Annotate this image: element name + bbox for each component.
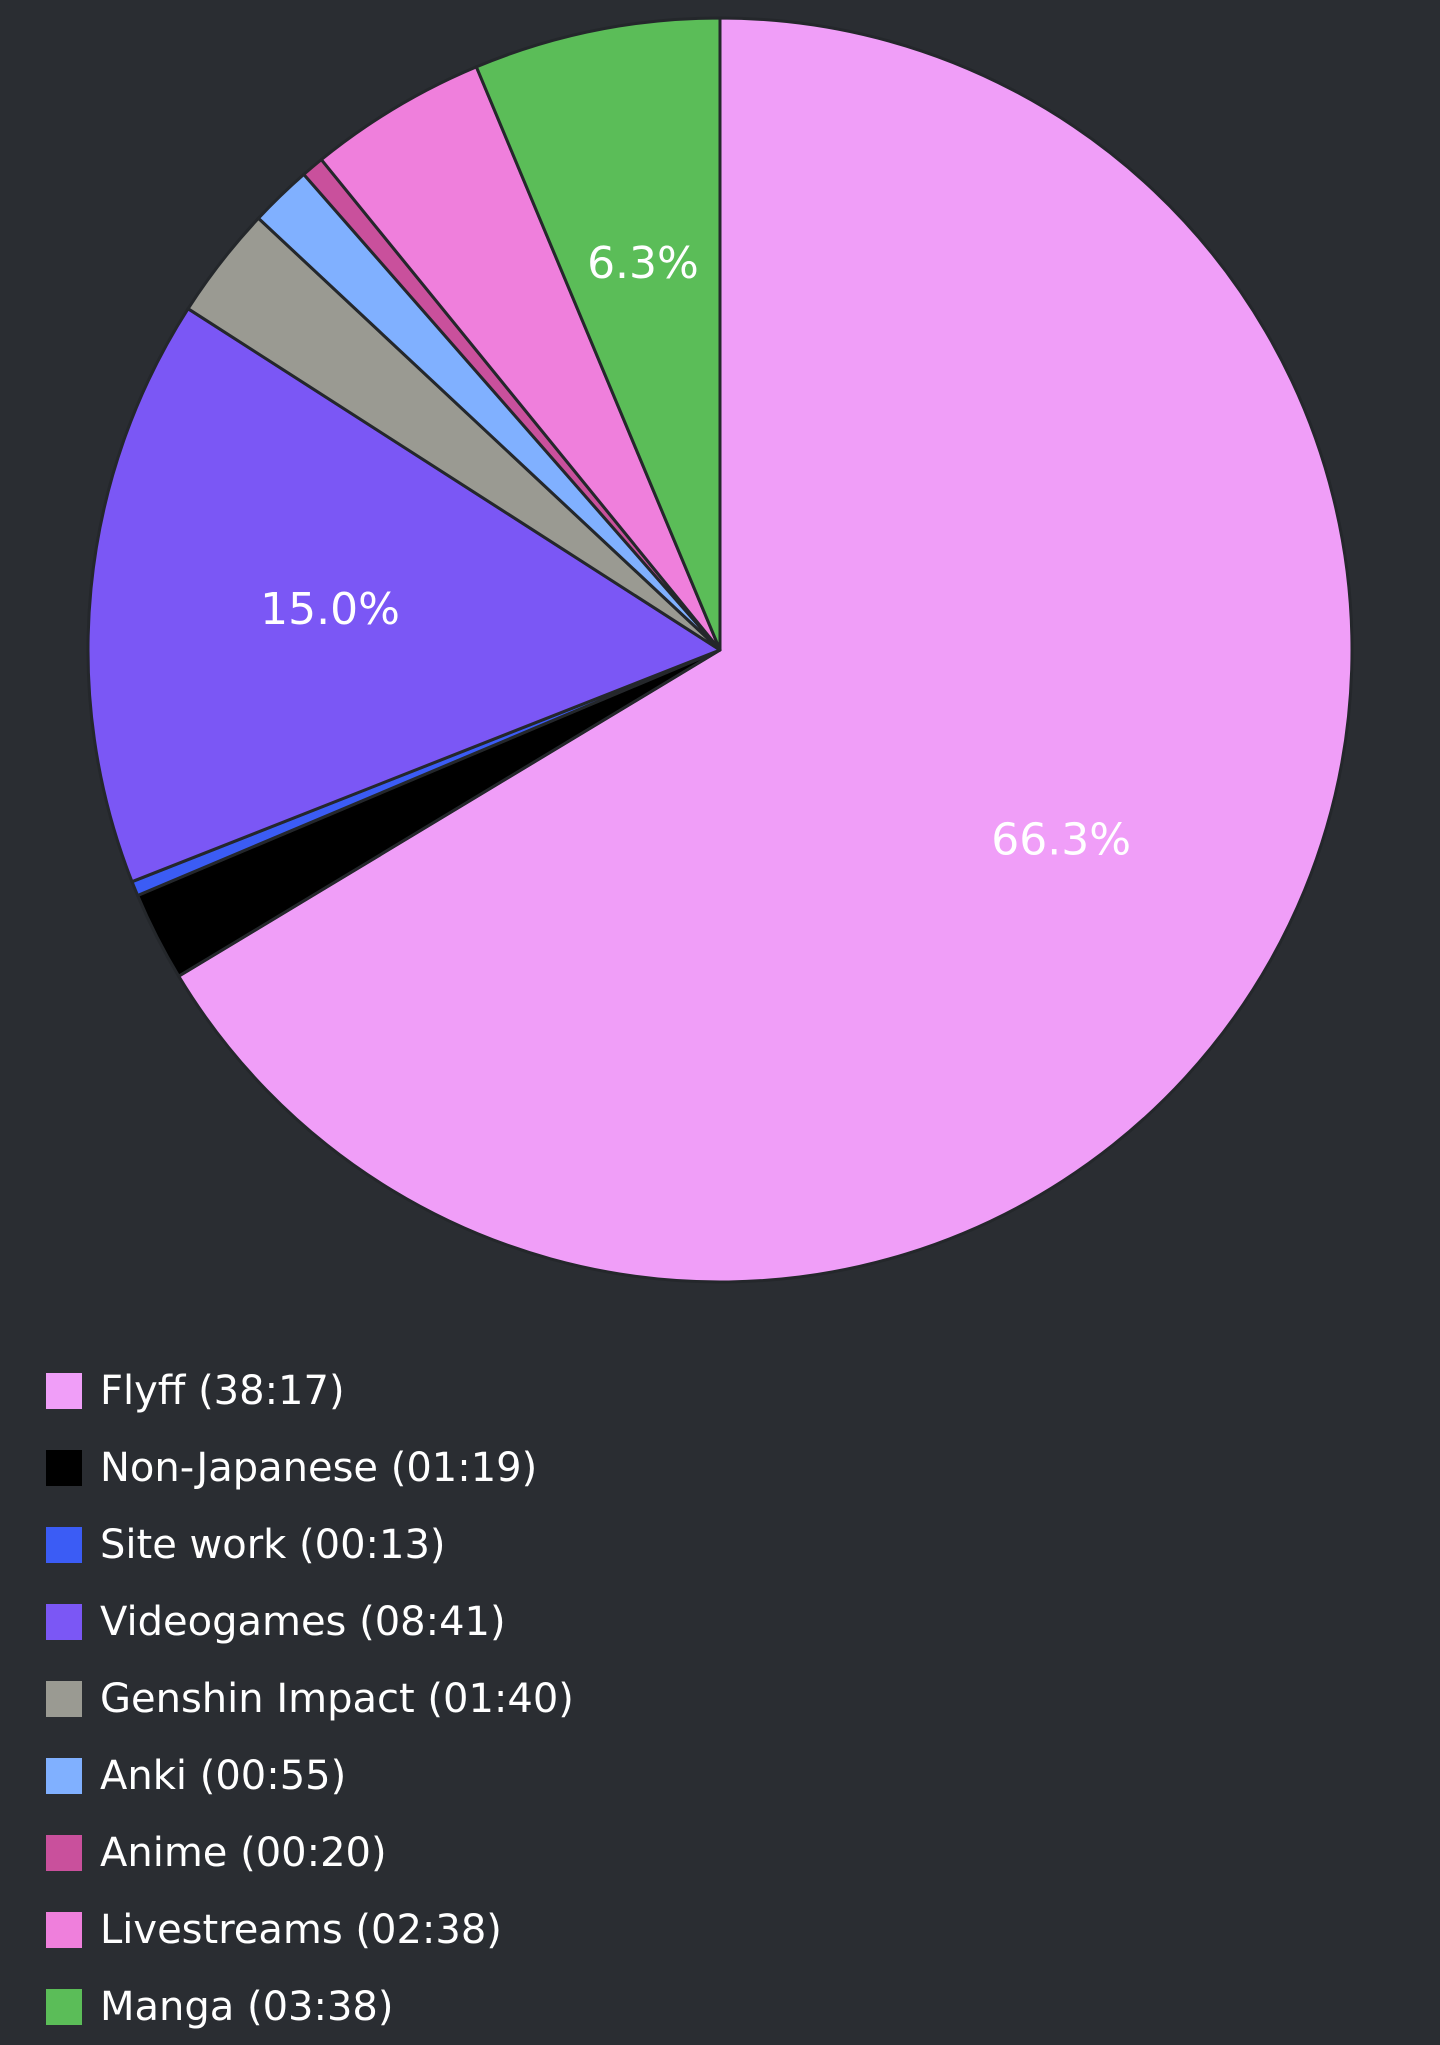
legend-swatch [46, 1449, 82, 1486]
pie-slice-livestreams[interactable] [319, 65, 722, 652]
legend-swatch [46, 1988, 82, 2025]
legend-swatch [46, 1372, 82, 1409]
pie-slice-flyff[interactable] [177, 16, 1354, 1284]
legend-item[interactable]: Livestreams (02:38) [46, 1891, 574, 1968]
legend-label: Flyff (38:17) [100, 1367, 345, 1414]
legend-label: Genshin Impact (01:40) [100, 1675, 574, 1722]
legend-item[interactable]: Videogames (08:41) [46, 1583, 574, 1660]
legend-item[interactable]: Site work (00:13) [46, 1506, 574, 1583]
pie-slice-labels: 66.3% 15.0% 6.3% [260, 238, 1131, 866]
legend-swatch [46, 1603, 82, 1640]
pie-slice-manga[interactable] [474, 16, 722, 652]
legend-item[interactable]: Manga (03:38) [46, 1968, 574, 2045]
slice-percent-label: 66.3% [991, 815, 1131, 866]
legend-label: Videogames (08:41) [100, 1598, 506, 1645]
legend-label: Anki (00:55) [100, 1752, 347, 1799]
pie-slices [86, 16, 1354, 1284]
legend-swatch [46, 1911, 82, 1948]
chart-legend: Flyff (38:17) Non-Japanese (01:19) Site … [46, 1352, 574, 2045]
legend-swatch [46, 1526, 82, 1563]
legend-swatch [46, 1757, 82, 1794]
legend-item[interactable]: Genshin Impact (01:40) [46, 1660, 574, 1737]
legend-label: Manga (03:38) [100, 1983, 394, 2030]
legend-label: Site work (00:13) [100, 1521, 446, 1568]
legend-label: Non-Japanese (01:19) [100, 1444, 538, 1491]
legend-item[interactable]: Non-Japanese (01:19) [46, 1429, 574, 1506]
slice-percent-label: 15.0% [260, 584, 400, 635]
legend-swatch [46, 1834, 82, 1871]
legend-label: Anime (00:20) [100, 1829, 387, 1876]
legend-swatch [46, 1680, 82, 1717]
pie-chart-svg: 66.3% 15.0% 6.3% [86, 16, 1354, 1284]
legend-item[interactable]: Anime (00:20) [46, 1814, 574, 1891]
legend-item[interactable]: Flyff (38:17) [46, 1352, 574, 1429]
pie-slice-videogames[interactable] [86, 307, 722, 884]
slice-percent-label: 6.3% [587, 238, 699, 289]
legend-label: Livestreams (02:38) [100, 1906, 502, 1953]
legend-item[interactable]: Anki (00:55) [46, 1737, 574, 1814]
